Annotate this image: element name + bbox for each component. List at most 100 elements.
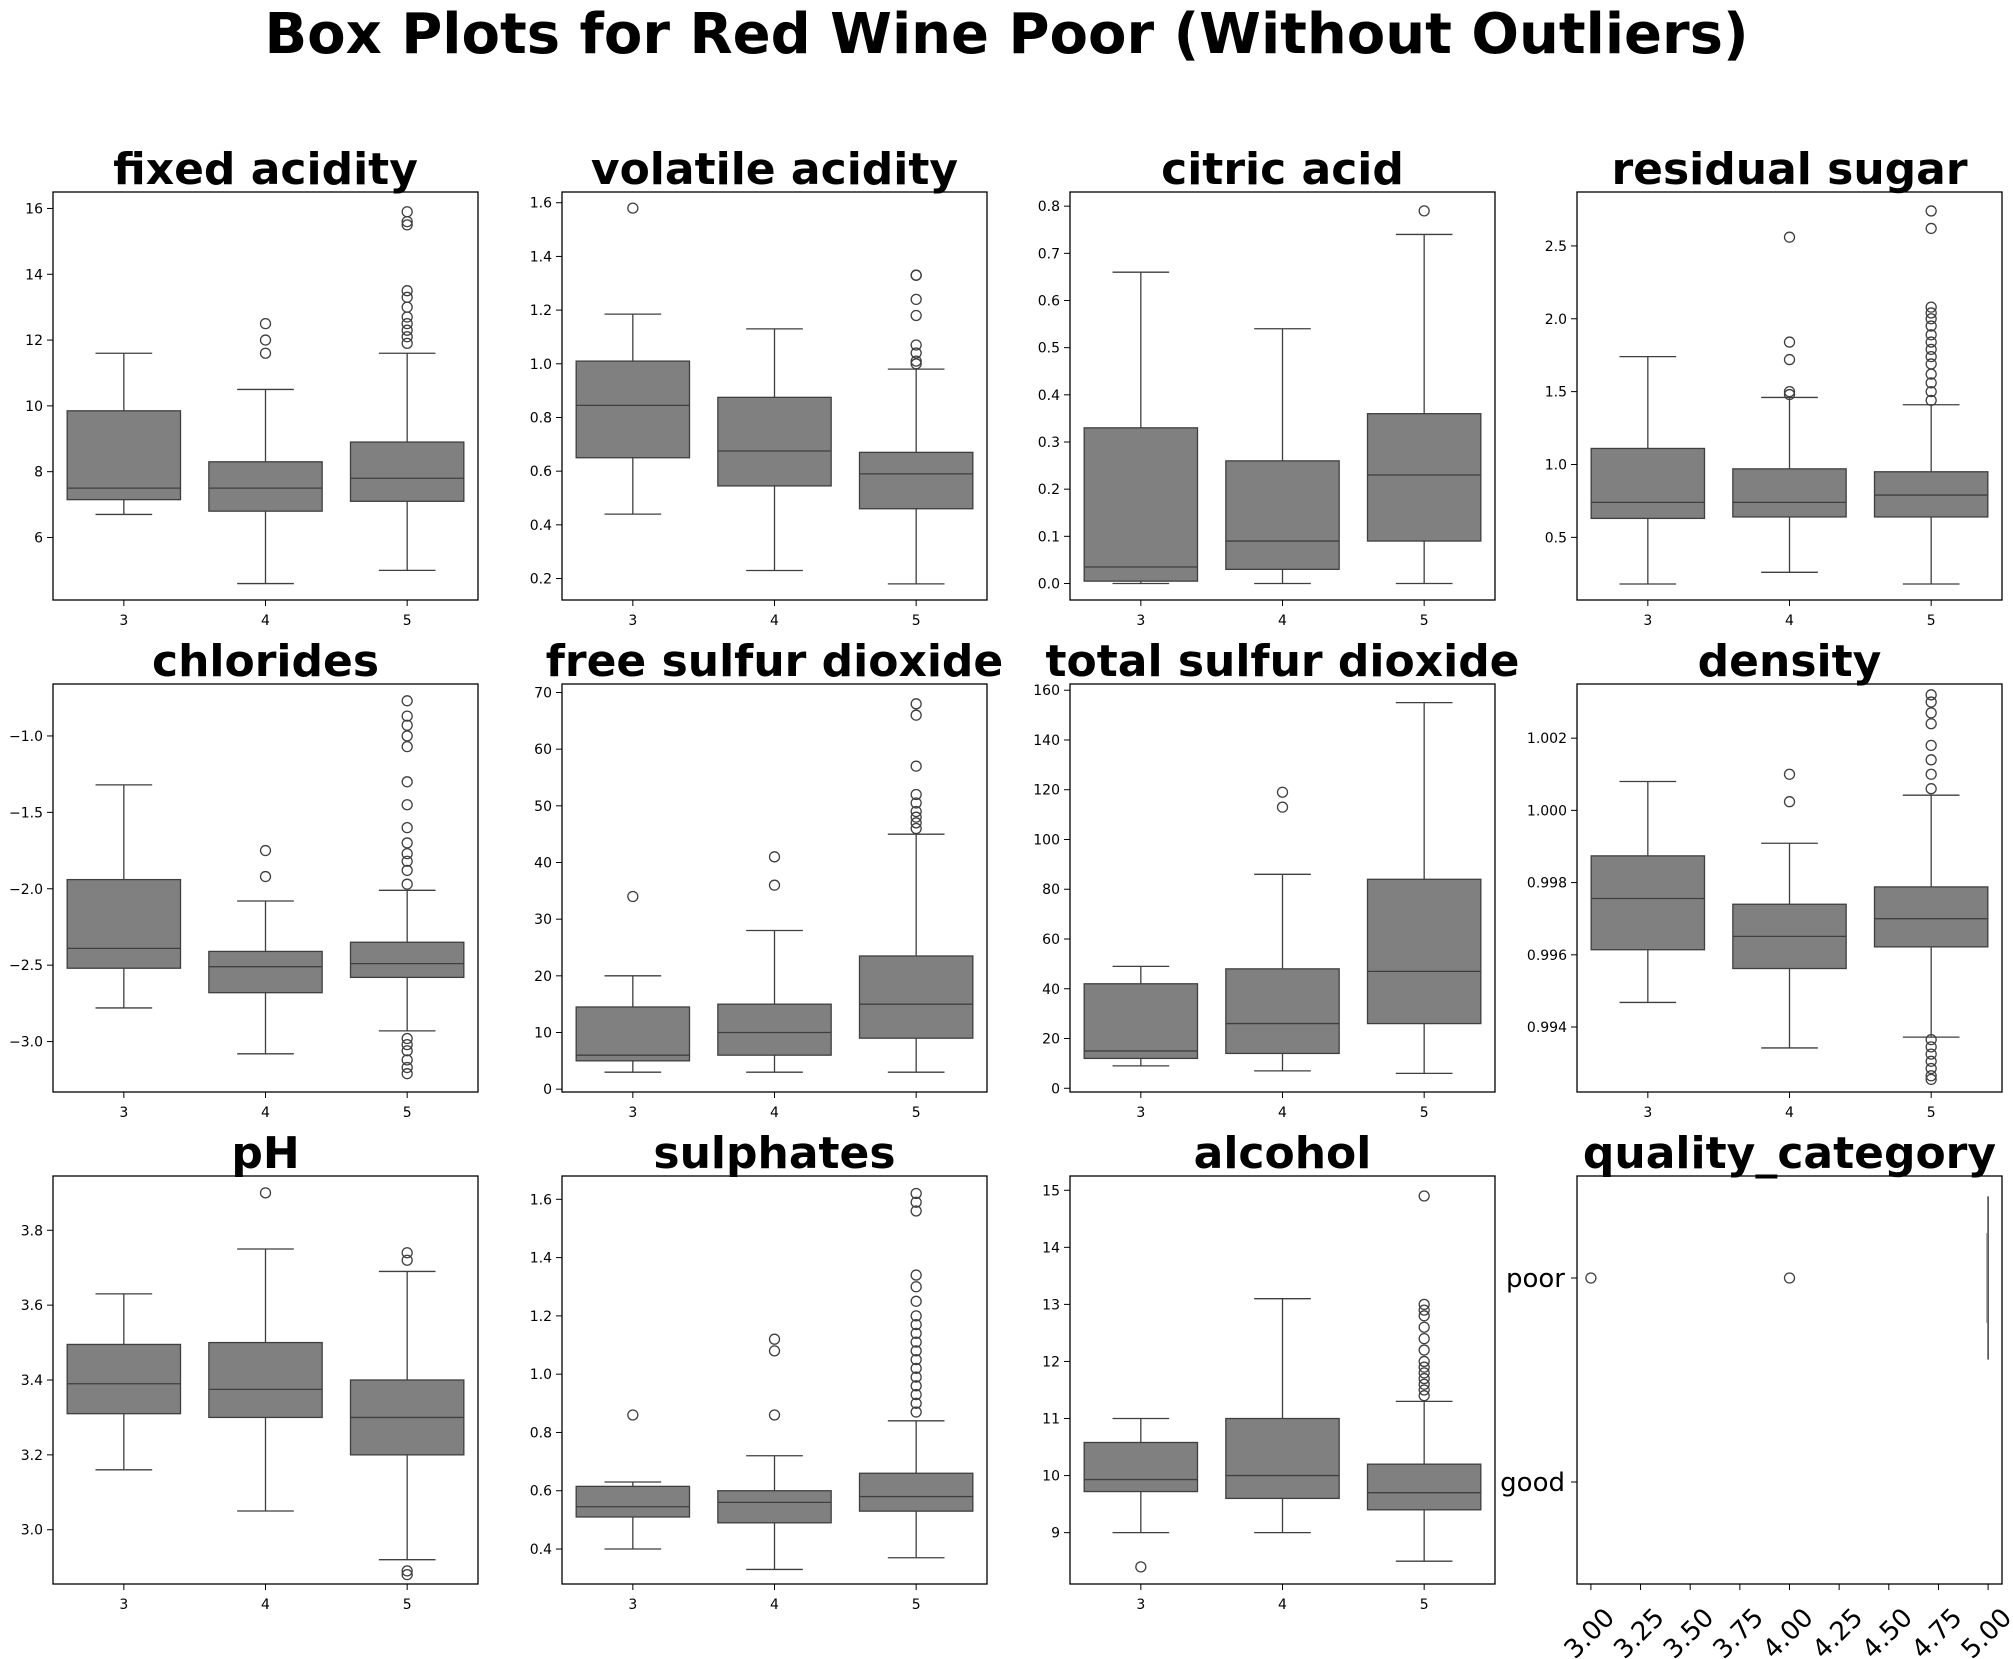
xtick-label: 4.25 [1807, 1603, 1869, 1659]
subplot-title: sulphates [653, 1128, 895, 1179]
outlier-point [1783, 231, 1796, 243]
outlier-point [1925, 313, 1937, 325]
ytick-label: 10 [1042, 1469, 1060, 1485]
ytick-label: 1.000 [1527, 803, 1567, 819]
ytick-label: 10 [534, 1026, 552, 1042]
box [717, 396, 832, 487]
box [1225, 1417, 1340, 1500]
outlier-point [259, 317, 272, 330]
ytick-label: 1.2 [530, 303, 552, 319]
ytick-label: 3.8 [21, 1223, 43, 1239]
outlier-point [1925, 768, 1937, 780]
outlier-point [1925, 377, 1937, 389]
ytick-label: 0.6 [1038, 293, 1060, 309]
ytick-label: 0.1 [1038, 529, 1060, 545]
box [1590, 447, 1706, 520]
outlier-point [401, 1254, 413, 1266]
outlier-point [768, 851, 781, 863]
outlier-point [1276, 786, 1289, 798]
outlier-point [1418, 1190, 1430, 1202]
ytick-label: 70 [534, 686, 552, 702]
box [208, 461, 323, 512]
ytick-label: 3.6 [21, 1298, 43, 1314]
ytick-label: 1.6 [530, 196, 552, 212]
outlier-point [627, 890, 639, 903]
figure-title: Box Plots for Red Wine Poor (Without Out… [264, 2, 1749, 67]
xtick-label: 5 [1927, 613, 1936, 629]
outlier-point [401, 1061, 413, 1074]
subplot-title: alcohol [1194, 1128, 1372, 1179]
outlier-point [1925, 1073, 1937, 1086]
xtick-label: 4 [261, 613, 270, 629]
box [1083, 427, 1199, 582]
xtick-label: 4 [261, 1105, 270, 1121]
xtick-label: 3 [1136, 613, 1145, 629]
box [349, 441, 465, 502]
outlier-point [1925, 739, 1937, 752]
subplot-title: total sulfur dioxide [1045, 636, 1519, 687]
axes-frame [52, 191, 479, 601]
outlier-point [401, 219, 413, 231]
outlier-point [1925, 689, 1937, 701]
ytick-label: 14 [1042, 1240, 1060, 1256]
box [1873, 886, 1989, 948]
ytick-label: 0.3 [1038, 435, 1060, 451]
axes-frame [52, 1175, 479, 1585]
xtick-label: 4 [1278, 1105, 1287, 1121]
outlier-point [1925, 343, 1937, 356]
outlier-point [627, 202, 639, 214]
ytick-label: 1.0 [530, 1367, 552, 1383]
outlier-point [910, 293, 922, 306]
subplot-title: fixed acidity [113, 144, 418, 195]
ytick-label: 0.2 [530, 572, 552, 588]
outlier-point [1276, 801, 1289, 813]
ytick-label: 0.998 [1527, 876, 1567, 892]
xtick-label: 5 [403, 1105, 412, 1121]
outlier-point [910, 817, 922, 829]
subplot-title: volatile acidity [591, 144, 958, 195]
ytick-label: good [1500, 1468, 1565, 1498]
outlier-point [401, 855, 413, 867]
box [1083, 1441, 1199, 1493]
outlier-point [910, 269, 922, 281]
ytick-label: 12 [1042, 1354, 1060, 1370]
outlier-point [1783, 1272, 1796, 1284]
outlier-point [401, 837, 413, 849]
xtick-label: 5 [912, 1597, 921, 1613]
outlier-point [1925, 222, 1937, 235]
xtick-label: 3.50 [1658, 1603, 1720, 1659]
outlier-point [1925, 1041, 1937, 1053]
xtick-label: 4 [1785, 613, 1794, 629]
ytick-label: 0.7 [1038, 246, 1060, 262]
ytick-label: −3.0 [9, 1035, 43, 1051]
outlier-point [1418, 1372, 1430, 1385]
outlier-point [1783, 796, 1796, 808]
xtick-label: 3 [119, 1597, 128, 1613]
subplot-title: free sulfur dioxide [546, 636, 1004, 687]
xtick-label: 4.50 [1857, 1603, 1919, 1659]
ytick-label: 80 [1042, 882, 1060, 898]
ytick-label: 9 [1051, 1526, 1060, 1542]
axes-frame [1069, 1175, 1496, 1585]
box [1873, 471, 1989, 518]
xtick-label: 3.00 [1559, 1603, 1621, 1659]
ytick-label: 0.2 [1038, 482, 1060, 498]
outlier-point [259, 1187, 272, 1199]
outlier-point [910, 709, 922, 721]
ytick-label: 12 [25, 333, 43, 349]
box [1732, 468, 1847, 518]
outlier-point [910, 1318, 922, 1331]
outlier-point [401, 1038, 413, 1051]
xtick-label: 3 [1643, 613, 1652, 629]
outlier-point [401, 1054, 413, 1066]
ytick-label: 0.6 [530, 464, 552, 480]
outlier-point [1783, 385, 1796, 398]
outlier-point [401, 337, 413, 350]
outlier-point [1418, 1298, 1430, 1311]
xtick-label: 3 [628, 1105, 637, 1121]
box [575, 360, 691, 459]
outlier-point [1925, 307, 1937, 319]
outlier-point [401, 1568, 413, 1581]
box [575, 1485, 691, 1518]
ytick-label: 14 [25, 267, 43, 283]
